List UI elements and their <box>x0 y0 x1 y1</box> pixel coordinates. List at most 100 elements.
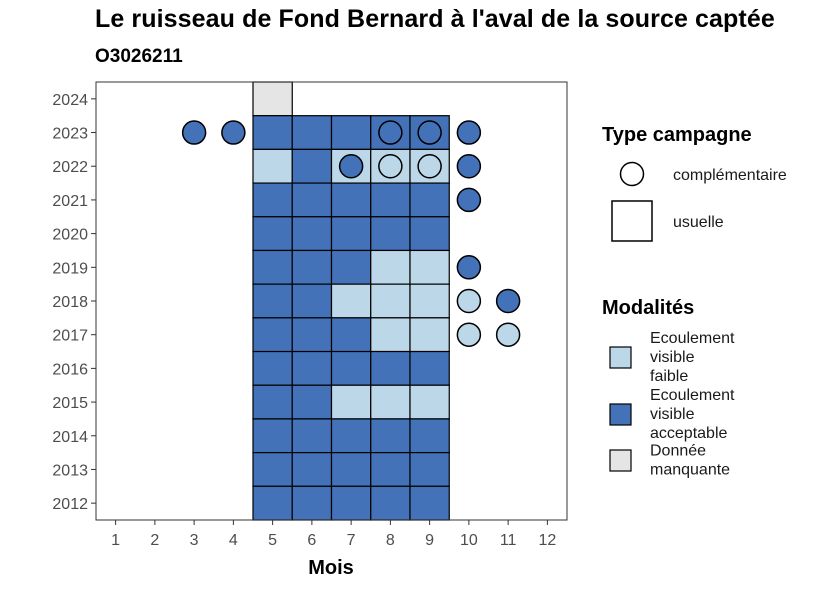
legend-swatch-faible <box>609 346 632 369</box>
point-2022-8 <box>378 153 403 179</box>
tile-2013-6 <box>291 452 333 487</box>
complementaire-points <box>181 120 521 347</box>
legend-type-campagne-title: Type campagne <box>602 124 752 146</box>
legend-square-key <box>611 200 653 242</box>
x-tick-label: 10 <box>460 532 478 549</box>
y-tick-label: 2018 <box>52 294 88 311</box>
tile-2023-7 <box>330 115 372 150</box>
tile-2021-9 <box>409 182 450 218</box>
tile-2018-5 <box>252 283 293 319</box>
point-2017-11 <box>495 322 521 347</box>
point-2017-10 <box>456 322 482 347</box>
point-2018-11 <box>495 288 521 314</box>
tile-2013-5 <box>252 452 293 487</box>
tile-2020-9 <box>409 216 450 252</box>
tile-2015-8 <box>370 384 411 420</box>
y-tick-label: 2012 <box>52 496 88 513</box>
tile-2016-7 <box>330 350 372 386</box>
y-tick-label: 2017 <box>52 328 88 345</box>
legend-modalites-title: Modalités <box>602 297 694 319</box>
legend-modalite-label: visible <box>650 349 695 366</box>
tile-2013-7 <box>330 452 372 487</box>
tile-2015-5 <box>252 384 293 420</box>
tile-2021-5 <box>252 182 293 218</box>
y-tick-label: 2014 <box>52 429 88 446</box>
tile-2018-7 <box>330 283 372 319</box>
tile-2017-8 <box>370 317 411 353</box>
tile-2020-8 <box>370 216 411 252</box>
x-tick-label: 4 <box>229 532 238 549</box>
y-tick-label: 2024 <box>52 92 88 109</box>
x-tick-label: 8 <box>386 532 395 549</box>
tile-2020-5 <box>252 216 293 252</box>
legend-type-campagne: Type campagne complémentaire usuelle <box>602 124 787 242</box>
tile-2012-8 <box>370 485 411 521</box>
tile-2018-9 <box>409 283 450 319</box>
tile-2017-7 <box>330 317 372 353</box>
tile-2012-5 <box>252 485 293 521</box>
legend-modalite-label: Donnée <box>650 443 706 460</box>
tile-2013-9 <box>409 452 450 487</box>
y-tick-label: 2019 <box>52 260 88 277</box>
usuelle-tiles <box>252 81 450 521</box>
tile-2016-5 <box>252 350 293 386</box>
point-2019-10 <box>456 255 482 280</box>
tile-2012-9 <box>409 485 450 521</box>
point-2023-9 <box>417 120 442 145</box>
point-2023-10 <box>456 120 482 145</box>
point-2022-9 <box>417 153 442 179</box>
point-2022-7 <box>338 153 364 179</box>
tile-2017-5 <box>252 317 293 353</box>
tile-2023-6 <box>291 115 333 150</box>
tile-2021-7 <box>330 182 372 218</box>
legend-modalite-label: faible <box>650 368 688 385</box>
tile-2019-9 <box>409 249 450 285</box>
tile-2016-8 <box>370 350 411 386</box>
tile-2014-8 <box>370 418 411 454</box>
tile-2012-7 <box>330 485 372 521</box>
chart-title: Le ruisseau de Fond Bernard à l'aval de … <box>95 5 775 33</box>
legend-modalite-label: acceptable <box>650 425 727 442</box>
tile-2021-6 <box>291 182 333 218</box>
legend-shape-label: usuelle <box>673 214 724 231</box>
legend-modalite-label: visible <box>650 406 695 423</box>
legend-modalite-label: Ecoulement <box>650 330 735 347</box>
x-tick-label: 11 <box>500 532 517 549</box>
point-2023-4 <box>221 120 246 145</box>
x-tick-label: 1 <box>111 532 120 549</box>
tile-2019-5 <box>252 249 293 285</box>
y-tick-label: 2016 <box>52 361 88 378</box>
tile-2021-8 <box>370 182 411 218</box>
point-2023-3 <box>181 120 207 145</box>
tile-2024-5 <box>252 81 293 117</box>
tile-2014-7 <box>330 418 372 454</box>
x-tick-label: 5 <box>268 532 277 549</box>
tile-2019-7 <box>330 249 372 285</box>
x-axis-label: Mois <box>308 557 354 579</box>
tile-2015-9 <box>409 384 450 420</box>
legend-swatch-acceptable <box>609 403 632 426</box>
tile-2014-5 <box>252 418 293 454</box>
point-2018-10 <box>456 288 482 314</box>
tile-2023-5 <box>252 115 293 150</box>
legend-modalites: Modalités Ecoulement visible faible Ecoulem… <box>602 297 735 479</box>
legend-shape-label: complémentaire <box>673 167 787 184</box>
point-2021-10 <box>456 187 482 213</box>
tile-2018-8 <box>370 283 411 319</box>
x-tick-label: 7 <box>347 532 356 549</box>
axes: 2012 2013 2014 2015 2016 2017 2018 2019 2020 2021… <box>52 81 568 549</box>
legend-swatch-manquante <box>609 449 632 472</box>
tile-2019-6 <box>291 249 333 285</box>
x-tick-label: 2 <box>150 532 159 549</box>
point-2023-8 <box>378 120 403 145</box>
x-tick-label: 3 <box>190 532 199 549</box>
x-tick-label: 9 <box>425 532 434 549</box>
tile-2022-6 <box>291 148 333 184</box>
tile-2013-8 <box>370 452 411 487</box>
tile-2012-6 <box>291 485 333 521</box>
point-2022-10 <box>456 153 482 179</box>
tile-2020-6 <box>291 216 333 252</box>
tile-2014-9 <box>409 418 450 454</box>
tile-2018-6 <box>291 283 333 319</box>
